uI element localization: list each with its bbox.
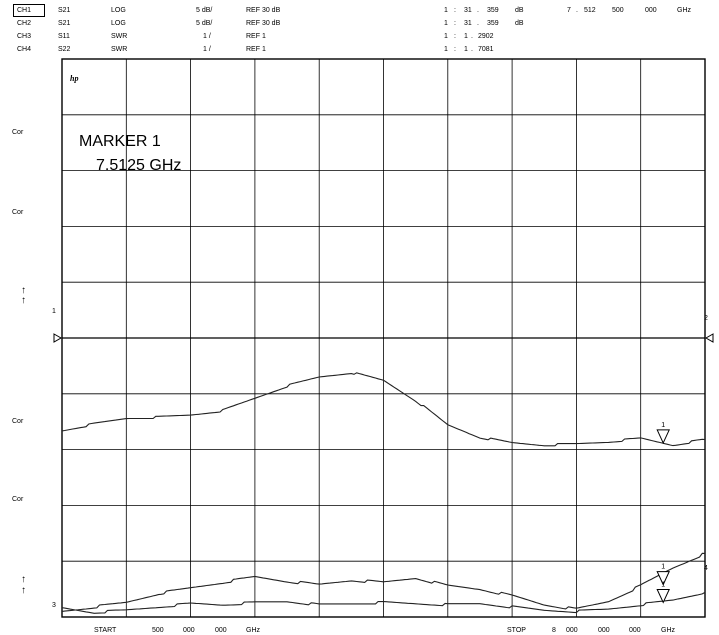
ch3-marker-int: 1 [464,33,468,40]
ch2-marker-unit: dB [515,20,524,27]
ch1-stim-group2: 500 [612,7,624,14]
ch2-param: S21 [58,20,71,27]
trace-4-label: 4 [704,565,708,572]
ch3-marker-frac: 2902 [478,33,494,40]
trace-s22-swr [61,591,706,614]
ch1-format: LOG [111,7,126,14]
reference-pointer-left [53,333,63,343]
marker-readout-title: MARKER 1 [79,133,161,150]
traces [61,372,706,614]
ch1-marker-dot: . [477,7,479,14]
ch2-marker-frac: 359 [487,20,499,27]
start-group1: 500 [152,627,164,634]
stop-group1: 000 [566,627,578,634]
ch4-scale: 1 / [203,46,211,53]
ch1-stim-int: 7 [567,7,571,14]
stop-label: STOP [507,627,526,634]
ch2-marker-dot: . [477,20,479,27]
marker-1-upper-label: 1 [661,422,665,429]
ch3-marker-number: 1 [444,33,448,40]
ch3-format: SWR [111,33,128,40]
ch4-reference: REF 1 [246,46,266,53]
ch4-marker-dot: . [471,46,473,53]
marker-readout-value: 7.5125 GHz [96,157,182,174]
ch4-marker-int: 1 [464,46,468,53]
start-unit: GHz [246,627,260,634]
ch2-label: CH2 [17,20,32,27]
correction-label-ch1: Cor [12,129,24,136]
trace-s21 [61,372,706,447]
stop-group3: 000 [629,627,641,634]
trace-3-label: 3 [52,602,56,609]
marker-1-upper [656,429,670,445]
trace-s11-swr [61,552,706,612]
ch4-param: S22 [58,46,71,53]
ch1-marker-number: 1 [444,7,448,14]
up-arrow-icon: ↑ [21,574,26,585]
ch1-reference: REF 30 dB [246,7,281,14]
ch3-param: S11 [58,33,70,40]
up-arrow-icon: ↑ [21,295,26,306]
ch1-stim-group3: 000 [645,7,657,14]
start-group2: 000 [183,627,195,634]
correction-label-ch3: Cor [12,418,24,425]
ch1-label: CH1 [17,7,32,14]
stop-group2: 000 [598,627,610,634]
trace-1-label: 1 [52,308,56,315]
ch3-marker-dot: . [471,33,473,40]
ch2-reference: REF 30 dB [246,20,281,27]
start-group3: 000 [215,627,227,634]
ch2-marker-colon: : [454,20,456,27]
ch3-marker-colon: : [454,33,456,40]
ch2-marker-number: 1 [444,20,448,27]
markers: 1 1 1 [656,422,670,604]
ch3-reference: REF 1 [246,33,266,40]
active-channel-box [13,4,45,17]
ch3-label: CH3 [17,33,32,40]
ch2-marker-int: 31 [464,20,472,27]
marker-1-lower-1 [656,571,670,586]
ch1-scale: 5 dB/ [196,7,213,14]
ch4-marker-colon: : [454,46,456,53]
ch1-marker-unit: dB [515,7,524,14]
ch1-stim-group1: 512 [584,7,596,14]
start-label: START [94,627,117,634]
ch4-marker-frac: 7081 [478,46,494,53]
ch1-marker-int: 31 [464,7,472,14]
reference-pointer-right [704,333,714,343]
stop-int: 8 [552,627,556,634]
ch1-stim-unit: GHz [677,7,691,14]
ch4-marker-number: 1 [444,46,448,53]
marker-1-lower-2 [656,588,670,604]
ch4-format: SWR [111,46,128,53]
up-arrow-icon: ↑ [21,285,26,296]
ch2-format: LOG [111,20,126,27]
correction-label-ch2: Cor [12,209,24,216]
stop-unit: GHz [661,627,675,634]
reference-pointers [53,333,714,343]
correction-label-ch4: Cor [12,496,24,503]
hp-logo: hp [70,74,79,83]
marker-1-lower-2-label: 1 [661,581,665,588]
trace-2-label: 2 [704,315,708,322]
ch4-label: CH4 [17,46,32,53]
ch1-stim-dot: . [576,7,578,14]
up-arrow-icon: ↑ [21,585,26,596]
ch3-scale: 1 / [203,33,211,40]
ch2-scale: 5 dB/ [196,20,213,27]
ch1-marker-colon: : [454,7,456,14]
ch1-marker-frac: 359 [487,7,499,14]
marker-1-lower-1-label: 1 [661,564,665,571]
ch1-param: S21 [58,7,71,14]
